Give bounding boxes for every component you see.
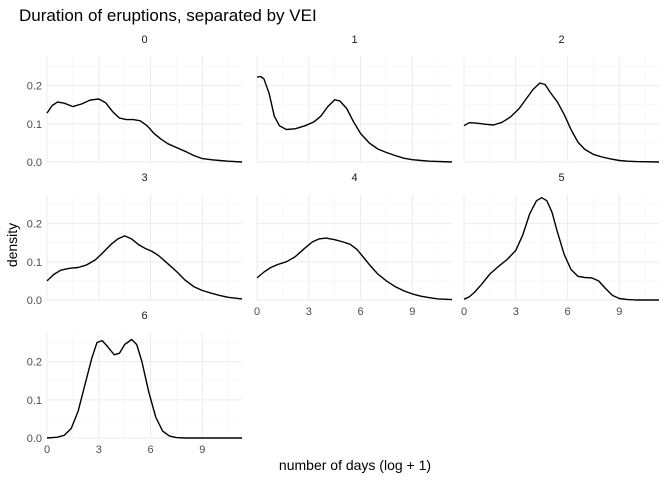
- facet-panel-6: 6 0.0 0.1 0.2 0 3 6 9: [27, 310, 242, 456]
- density-curve-vei-3: [46, 235, 243, 300]
- x-tick-label: 9: [409, 306, 415, 318]
- density-curve-vei-6: [46, 338, 242, 439]
- density-curve-vei-0: [46, 98, 243, 163]
- facet-strip-label: 3: [141, 172, 147, 184]
- x-tick-label: 0: [254, 306, 260, 318]
- density-curve-vei-2: [463, 82, 660, 163]
- x-axis-title: number of days (log + 1): [279, 457, 431, 473]
- facet-panels: 00.00.10.21 230.00.10.240 3 6 950 3 6 960.00.10…: [27, 34, 660, 456]
- x-tick-label: 0: [44, 444, 50, 456]
- x-tick-label: 6: [147, 444, 153, 456]
- facet-panel-4: 4 0 3 6 9: [254, 172, 453, 318]
- facet-panel-0: 0 0.0 0.1 0.2: [27, 34, 243, 169]
- chart-title: Duration of eruptions, separated by VEI: [19, 6, 317, 25]
- x-tick-label: 3: [306, 306, 312, 318]
- y-tick-label: 0.2: [27, 357, 42, 369]
- y-tick-label: 0.0: [27, 157, 42, 169]
- x-tick-label: 3: [513, 306, 519, 318]
- facet-strip-label: 4: [351, 172, 357, 184]
- x-tick-label: 3: [96, 444, 102, 456]
- x-tick-label: 9: [616, 306, 622, 318]
- density-curve-vei-1: [256, 75, 453, 163]
- y-tick-label: 0.1: [27, 257, 42, 269]
- density-curve-vei-5: [463, 197, 659, 301]
- facet-strip-label: 0: [141, 34, 147, 46]
- density-curve-vei-4: [256, 237, 453, 301]
- y-tick-label: 0.1: [27, 119, 42, 131]
- y-tick-label: 0.2: [27, 219, 42, 231]
- y-tick-label: 0.1: [27, 395, 42, 407]
- x-tick-label: 0: [461, 306, 467, 318]
- facet-strip-label: 2: [558, 34, 564, 46]
- facet-strip-label: 1: [351, 34, 357, 46]
- y-tick-label: 0.0: [27, 433, 42, 445]
- x-tick-label: 6: [357, 306, 363, 318]
- facet-panel-2: 2: [463, 34, 660, 163]
- y-tick-label: 0.0: [27, 295, 42, 307]
- facet-panel-1: 1: [256, 34, 453, 163]
- facet-strip-label: 5: [558, 172, 564, 184]
- y-axis-title: density: [4, 223, 20, 267]
- x-tick-label: 6: [564, 306, 570, 318]
- y-tick-label: 0.2: [27, 81, 42, 93]
- facet-panel-5: 5 0 3 6 9: [461, 172, 659, 318]
- facet-panel-3: 3 0.0 0.1 0.2: [27, 172, 243, 307]
- facet-strip-label: 6: [141, 310, 147, 322]
- x-tick-label: 9: [199, 444, 205, 456]
